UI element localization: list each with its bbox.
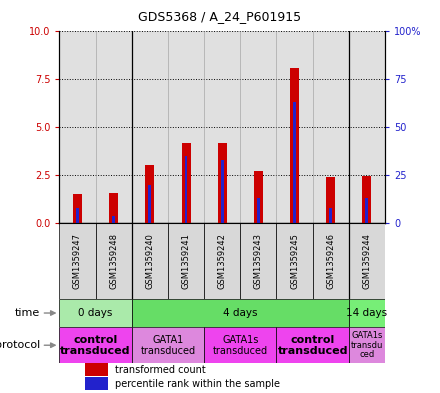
Bar [132, 299, 349, 327]
Text: 4 days: 4 days [223, 308, 257, 318]
Bar [366, 198, 368, 223]
Bar [329, 208, 332, 223]
Bar [76, 208, 79, 223]
Bar [326, 177, 335, 223]
Bar [240, 223, 276, 299]
Bar [184, 156, 187, 223]
Bar [59, 223, 95, 299]
Bar [313, 223, 349, 299]
Bar [290, 68, 299, 223]
Bar [276, 223, 313, 299]
Text: 14 days: 14 days [346, 308, 388, 318]
Text: GSM1359242: GSM1359242 [218, 233, 227, 289]
Text: GSM1359244: GSM1359244 [363, 233, 371, 289]
Text: time: time [15, 308, 40, 318]
Bar [59, 327, 132, 363]
Bar [204, 327, 276, 363]
Bar [218, 143, 227, 223]
Bar [132, 223, 168, 299]
Text: GSM1359246: GSM1359246 [326, 233, 335, 289]
Text: control
transduced: control transduced [60, 335, 131, 356]
Bar [145, 165, 154, 223]
Bar [257, 198, 260, 223]
Bar [85, 363, 108, 376]
Bar [95, 223, 132, 299]
Text: GATA1s
transdu
ced: GATA1s transdu ced [351, 331, 383, 360]
Bar [349, 327, 385, 363]
Bar [349, 299, 385, 327]
Bar [148, 185, 151, 223]
Text: percentile rank within the sample: percentile rank within the sample [115, 379, 280, 389]
Text: GSM1359248: GSM1359248 [109, 233, 118, 289]
Bar [221, 160, 224, 223]
Text: GSM1359245: GSM1359245 [290, 233, 299, 289]
Text: GATA1s
transduced: GATA1s transduced [213, 335, 268, 356]
Bar [254, 171, 263, 223]
Text: GSM1359241: GSM1359241 [182, 233, 191, 289]
Text: GDS5368 / A_24_P601915: GDS5368 / A_24_P601915 [139, 10, 301, 23]
Bar [59, 299, 132, 327]
Bar [181, 143, 191, 223]
Bar [109, 193, 118, 223]
Bar [363, 176, 371, 223]
Bar [112, 216, 115, 223]
Text: 0 days: 0 days [78, 308, 113, 318]
Text: protocol: protocol [0, 340, 40, 350]
Text: GSM1359247: GSM1359247 [73, 233, 82, 289]
Text: GSM1359243: GSM1359243 [254, 233, 263, 289]
Bar [276, 327, 349, 363]
Bar [168, 223, 204, 299]
Text: control
transduced: control transduced [277, 335, 348, 356]
Bar [204, 223, 240, 299]
Text: GSM1359240: GSM1359240 [145, 233, 154, 289]
Bar [349, 223, 385, 299]
Bar [73, 193, 82, 223]
Text: GATA1
transduced: GATA1 transduced [140, 335, 195, 356]
Bar [293, 103, 296, 223]
Bar [132, 327, 204, 363]
Bar [85, 377, 108, 390]
Text: transformed count: transformed count [115, 365, 205, 375]
